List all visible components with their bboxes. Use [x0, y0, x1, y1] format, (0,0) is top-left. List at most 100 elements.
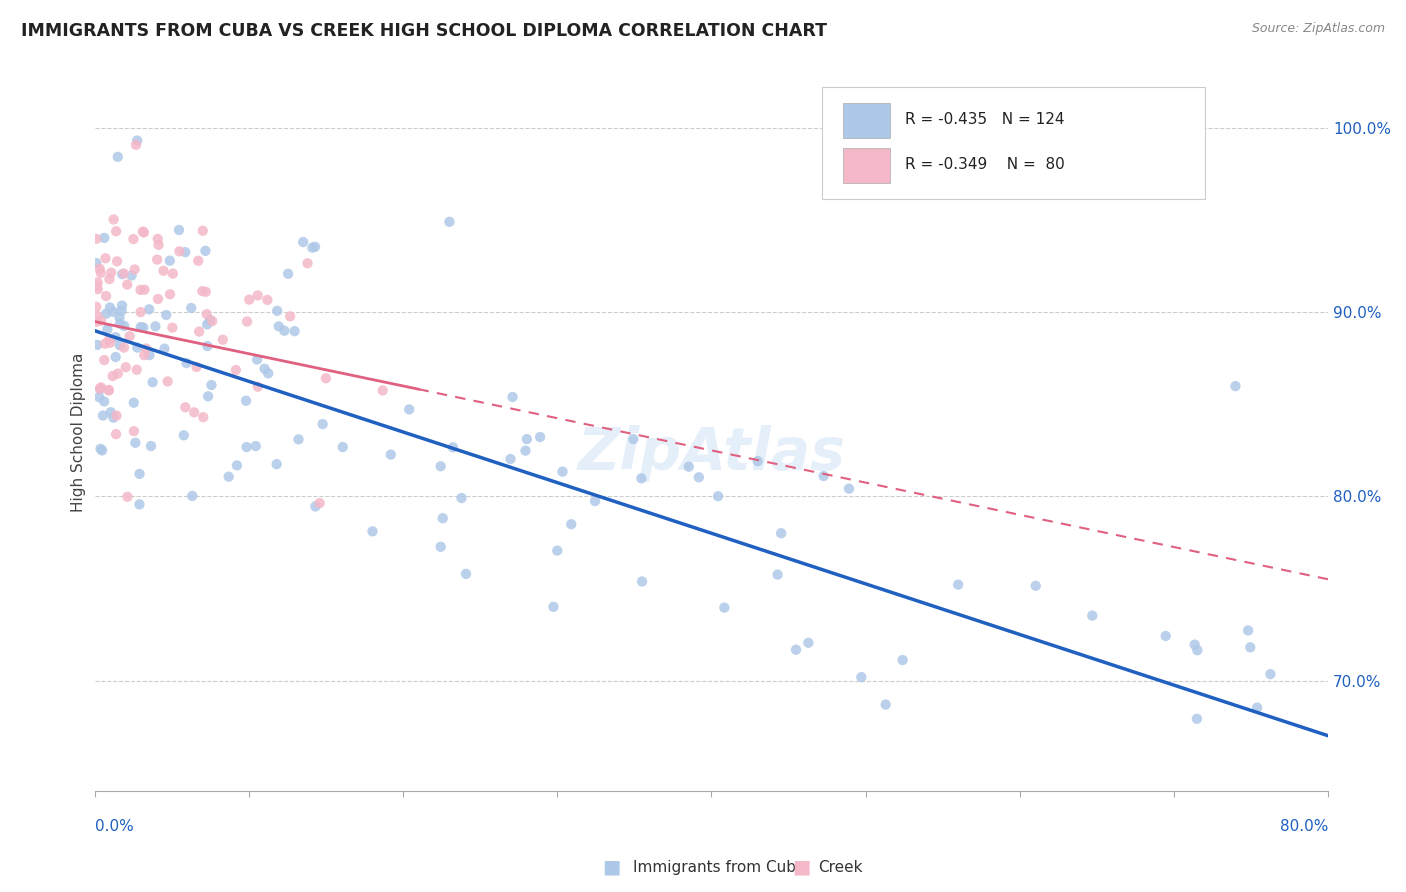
- Point: [118, 329, 141, 343]
- Point: [304, 240, 326, 254]
- Point: [225, 363, 247, 377]
- Point: [429, 540, 451, 554]
- Point: [946, 577, 969, 591]
- Point: [127, 134, 149, 148]
- Point: [97, 384, 120, 398]
- Point: [103, 410, 125, 425]
- Point: [546, 543, 568, 558]
- Point: [176, 356, 198, 370]
- Point: [122, 424, 145, 438]
- Point: [1185, 712, 1208, 726]
- Point: [332, 440, 354, 454]
- Point: [278, 310, 301, 324]
- Point: [87, 390, 110, 404]
- Point: [1246, 700, 1268, 714]
- Point: [875, 698, 897, 712]
- Point: [454, 566, 477, 581]
- Point: [86, 278, 108, 293]
- Point: [398, 402, 420, 417]
- Point: [96, 322, 118, 336]
- Text: Creek: Creek: [818, 860, 863, 874]
- Point: [98, 272, 121, 286]
- Point: [516, 432, 538, 446]
- Point: [174, 401, 197, 415]
- Point: [132, 225, 155, 239]
- Point: [94, 336, 117, 351]
- Point: [103, 305, 125, 319]
- Point: [1239, 640, 1261, 655]
- Point: [111, 298, 134, 312]
- Point: [86, 338, 108, 352]
- Point: [148, 238, 170, 252]
- Point: [90, 380, 112, 394]
- Point: [891, 653, 914, 667]
- Point: [89, 382, 111, 396]
- Point: [105, 409, 128, 423]
- Point: [301, 241, 323, 255]
- Point: [502, 390, 524, 404]
- Point: [257, 367, 280, 381]
- Point: [94, 307, 117, 321]
- Point: [169, 244, 191, 259]
- Point: [315, 371, 337, 385]
- Text: ZipAtlas: ZipAtlas: [578, 425, 845, 482]
- Point: [112, 267, 135, 281]
- Point: [93, 231, 115, 245]
- Point: [128, 497, 150, 511]
- Point: [129, 305, 152, 319]
- Point: [159, 287, 181, 301]
- Point: [174, 245, 197, 260]
- Point: [121, 268, 143, 283]
- Text: ■: ■: [602, 857, 621, 877]
- Point: [139, 439, 162, 453]
- Point: [105, 254, 128, 268]
- Point: [304, 500, 326, 514]
- Point: [851, 670, 873, 684]
- Point: [98, 335, 121, 350]
- Point: [188, 325, 211, 339]
- Point: [110, 303, 132, 318]
- Point: [91, 409, 114, 423]
- Point: [785, 642, 807, 657]
- Point: [108, 317, 131, 331]
- FancyBboxPatch shape: [823, 87, 1205, 199]
- Point: [107, 367, 129, 381]
- Text: 80.0%: 80.0%: [1279, 819, 1329, 834]
- Point: [197, 389, 219, 403]
- Point: [267, 319, 290, 334]
- Point: [678, 459, 700, 474]
- Point: [124, 262, 146, 277]
- Point: [246, 352, 269, 367]
- Point: [84, 315, 107, 329]
- Point: [134, 283, 156, 297]
- Point: [173, 428, 195, 442]
- Point: [292, 235, 315, 249]
- Point: [125, 362, 148, 376]
- FancyBboxPatch shape: [844, 103, 890, 137]
- Point: [246, 288, 269, 302]
- Point: [797, 636, 820, 650]
- Text: Immigrants from Cuba: Immigrants from Cuba: [633, 860, 806, 874]
- Point: [631, 574, 654, 589]
- Point: [441, 440, 464, 454]
- Point: [86, 309, 108, 323]
- Point: [114, 360, 136, 375]
- Point: [253, 361, 276, 376]
- Point: [107, 150, 129, 164]
- Point: [142, 375, 165, 389]
- Point: [97, 383, 120, 397]
- Point: [211, 333, 233, 347]
- Point: [688, 470, 710, 484]
- Text: IMMIGRANTS FROM CUBA VS CREEK HIGH SCHOOL DIPLOMA CORRELATION CHART: IMMIGRANTS FROM CUBA VS CREEK HIGH SCHOO…: [21, 22, 827, 40]
- Point: [112, 341, 135, 355]
- Point: [1154, 629, 1177, 643]
- Point: [1187, 643, 1209, 657]
- Point: [105, 427, 128, 442]
- Point: [84, 256, 107, 270]
- Point: [193, 410, 215, 425]
- Point: [187, 253, 209, 268]
- Point: [529, 430, 551, 444]
- Point: [195, 339, 218, 353]
- Point: [630, 471, 652, 485]
- Point: [117, 490, 139, 504]
